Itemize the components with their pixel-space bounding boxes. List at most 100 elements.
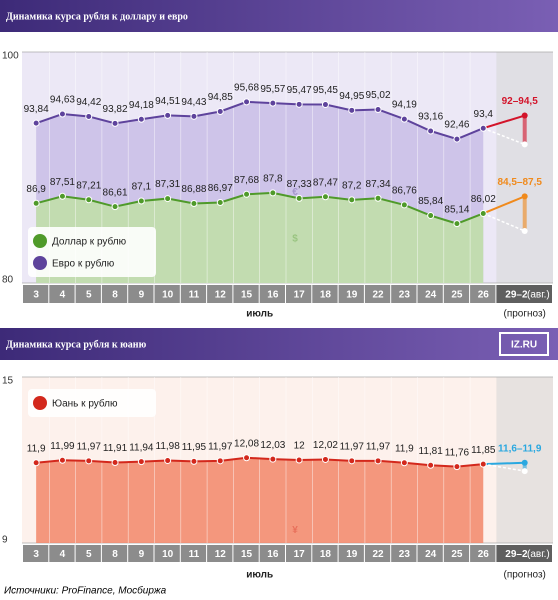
point	[269, 99, 277, 107]
x-tick-label: 26	[478, 290, 490, 301]
x-tick-label: 5	[86, 290, 92, 301]
forecast-high-line	[482, 114, 525, 130]
value-label: 11,97	[366, 441, 391, 452]
point	[111, 458, 119, 466]
value-label: 85,14	[444, 204, 469, 215]
value-label: 93,82	[103, 104, 128, 115]
category-cell	[443, 545, 470, 562]
value-label: 87,21	[76, 180, 101, 191]
point	[427, 461, 435, 469]
value-label: 87,33	[287, 179, 312, 190]
value-label: 94,95	[339, 91, 364, 102]
category-cell	[233, 285, 259, 303]
forecast-low-line	[482, 127, 525, 146]
x-tick-label: 18	[320, 290, 332, 301]
title-bar	[0, 0, 558, 32]
legend-label: Евро к рублю	[52, 258, 115, 270]
value-label: 92,46	[444, 120, 469, 131]
category-cell	[49, 545, 75, 562]
symbol: ¥	[292, 525, 298, 536]
point	[58, 192, 66, 200]
x-tick-label: 24	[425, 549, 437, 560]
value-label: 11,97	[208, 441, 233, 452]
value-label: 12,02	[313, 440, 338, 451]
legend-label: Юань к рублю	[52, 398, 118, 410]
value-label: 95,45	[313, 85, 338, 96]
category-cell	[233, 545, 259, 562]
value-label: 93,4	[474, 109, 494, 120]
category-note: (авг.)	[527, 549, 550, 560]
category-cell	[286, 545, 312, 562]
category-cell	[338, 285, 364, 303]
value-label: 11,98	[156, 441, 181, 452]
value-label: 11,9	[27, 443, 46, 454]
value-label: 95,02	[366, 90, 391, 101]
point	[295, 194, 303, 202]
category-cell	[259, 285, 285, 303]
category-cell	[23, 545, 49, 562]
value-label: 94,63	[50, 95, 75, 106]
point	[32, 119, 40, 127]
category-cell	[364, 285, 391, 303]
value-label: 95,68	[234, 83, 259, 94]
x-tick-label: 9	[139, 549, 145, 560]
category-cell	[101, 285, 128, 303]
point	[85, 112, 93, 120]
x-tick-label: 25	[451, 290, 463, 301]
point	[243, 454, 251, 462]
category-cell	[128, 545, 154, 562]
point	[85, 457, 93, 465]
value-label: 11,91	[103, 443, 128, 454]
value-label: 87,2	[342, 180, 362, 191]
value-label: 12,03	[260, 440, 285, 451]
category-cell	[338, 545, 364, 562]
forecast-high-line	[482, 195, 526, 215]
x-tick-label: 11	[189, 549, 200, 560]
category-cell	[180, 285, 207, 303]
x-tick-label: 17	[294, 290, 306, 301]
x-tick-label: 24	[425, 290, 437, 301]
point	[190, 112, 198, 120]
value-label: 94,18	[129, 100, 154, 111]
category-note: (авг.)	[527, 290, 550, 301]
point	[295, 100, 303, 108]
value-label: 11,76	[445, 447, 470, 458]
point	[190, 200, 198, 208]
category-cell	[101, 545, 128, 562]
forecast-label: 92–94,5	[502, 96, 539, 107]
point	[164, 195, 172, 203]
point	[321, 455, 329, 463]
point	[137, 197, 145, 205]
x-tick-label: 16	[267, 549, 279, 560]
value-label: 86,88	[181, 184, 206, 195]
value-label: 94,43	[181, 97, 206, 108]
point	[269, 455, 277, 463]
x-tick-label: 8	[112, 549, 118, 560]
value-label: 11,97	[77, 441, 102, 452]
point	[164, 111, 172, 119]
logo: IZ.RU	[511, 340, 537, 351]
forecast-label: 11,6–11,9	[498, 443, 542, 454]
x-tick-label: 26	[478, 549, 490, 560]
x-tick-label: 22	[372, 290, 384, 301]
value-label: 94,42	[76, 97, 101, 108]
point	[321, 101, 329, 109]
x-tick-label: 19	[346, 290, 358, 301]
x-tick-label: 22	[372, 549, 384, 560]
forecast-label: 84,5–87,5	[497, 177, 542, 188]
category-cell	[391, 285, 417, 303]
value-label: 95,47	[287, 85, 312, 96]
value-label: 93,16	[418, 112, 443, 123]
forecast-low-point	[521, 468, 528, 475]
category-cell	[312, 285, 338, 303]
forecast-axis-label: (прогноз)	[503, 309, 545, 320]
x-tick-label: 12	[215, 290, 227, 301]
point	[400, 115, 408, 123]
chart-title: Динамика курса рубля к юаню	[6, 339, 147, 350]
point	[269, 189, 277, 197]
point	[427, 212, 435, 220]
point	[32, 199, 40, 207]
point	[32, 459, 40, 467]
point	[453, 135, 461, 143]
x-tick-label: 4	[60, 549, 66, 560]
